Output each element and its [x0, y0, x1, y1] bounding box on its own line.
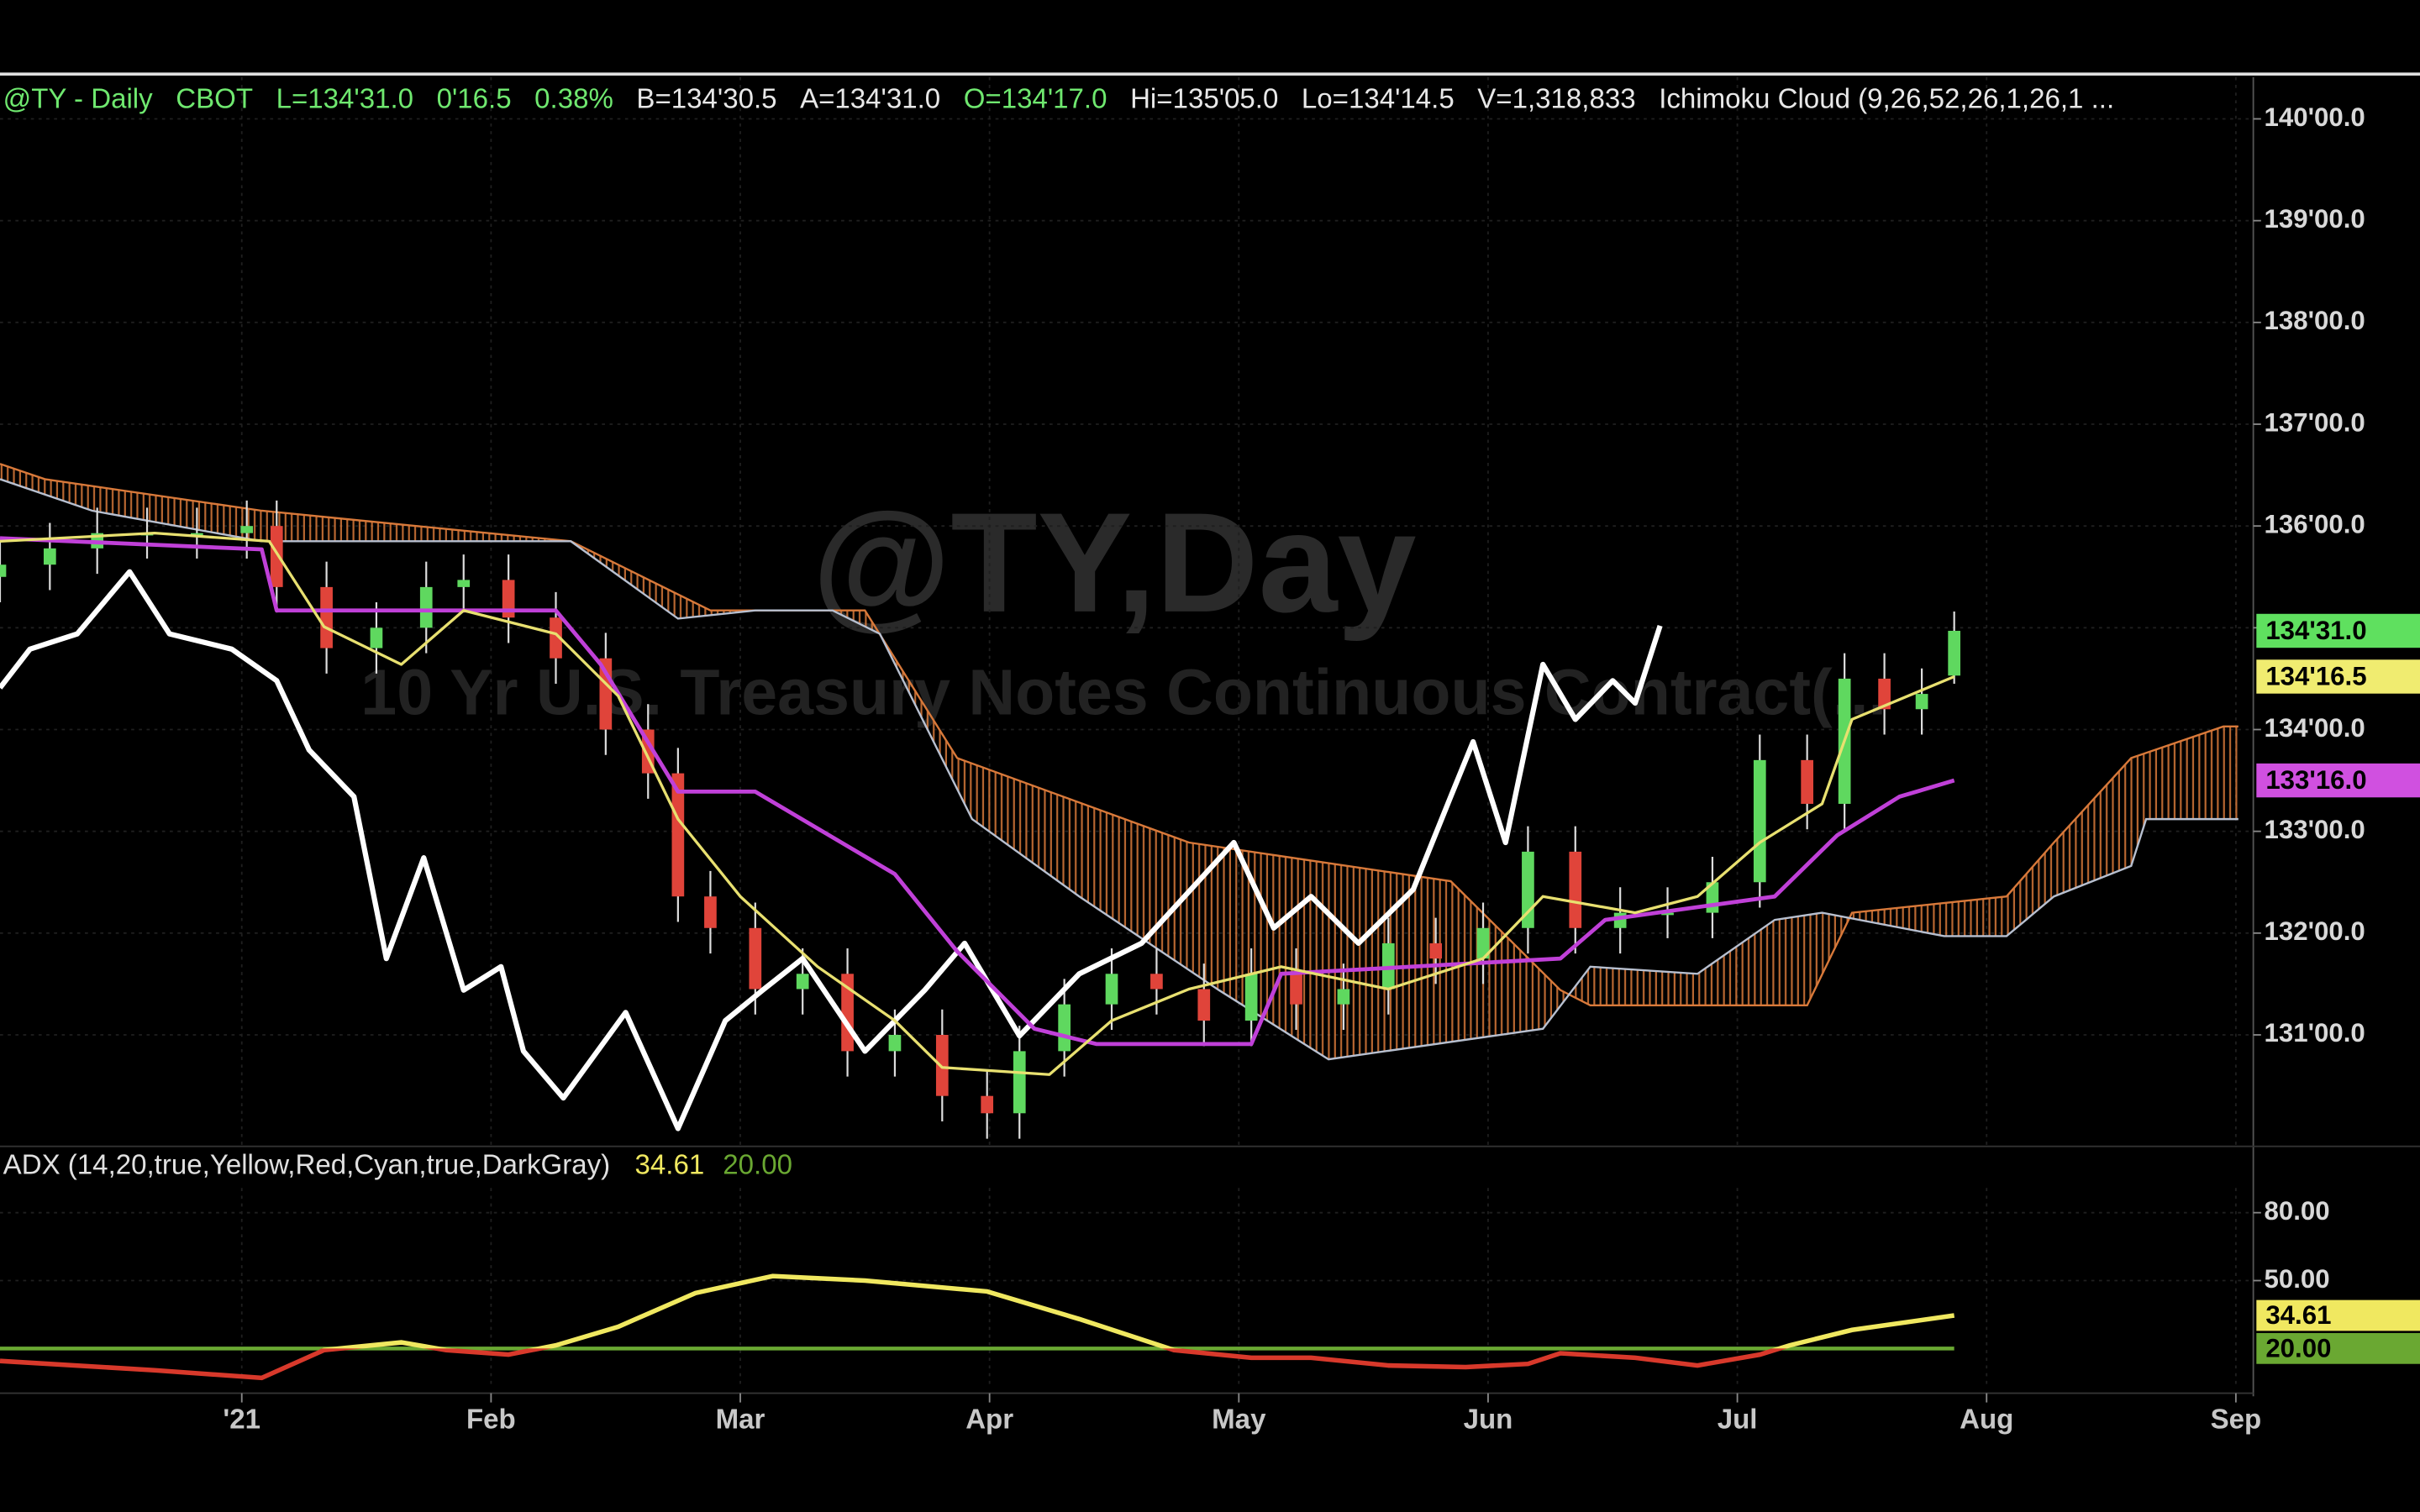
cloud-span [0, 478, 2238, 1061]
candle-body [749, 927, 762, 990]
candle-body [1429, 942, 1442, 959]
header-field: Lo=134'14.5 [1302, 83, 1455, 114]
header-field: B=134'30.5 [636, 83, 776, 114]
y-tick-label: 131'00.0 [2264, 1018, 2365, 1047]
candle-body [419, 586, 433, 628]
header: @TY - Daily CBOT L=134'31.0 0'16.5 0.38% B=13… [3, 83, 2114, 114]
adx-threshold-readout: 20.00 [723, 1149, 792, 1180]
adx-line [0, 1348, 1788, 1381]
x-tick-label: May [1212, 1404, 1266, 1435]
adx-title: ADX (14,20,true,Yellow,Red,Cyan,true,Dar… [3, 1149, 610, 1180]
candle-body [1948, 630, 1961, 676]
value-tag-label: 34.61 [2265, 1300, 2331, 1330]
x-tick-label: Jun [1464, 1404, 1513, 1435]
header-field: 0'16.5 [437, 83, 512, 114]
header-field: 0.38% [534, 83, 613, 114]
adx-header: ADX (14,20,true,Yellow,Red,Cyan,true,Dar… [3, 1149, 792, 1180]
price-tag-label: 134'31.0 [2265, 616, 2366, 645]
candle-body [704, 896, 717, 928]
y-tick-label: 136'00.0 [2264, 509, 2365, 538]
candle-body [1915, 694, 1928, 710]
x-tick-label: Sep [2211, 1404, 2262, 1435]
candle-body [1105, 974, 1118, 1005]
header-field: O=134'17.0 [964, 83, 1107, 114]
indicator-line [0, 531, 1955, 1076]
header-field: A=134'31.0 [800, 83, 940, 114]
x-tick-label: '21 [223, 1404, 260, 1435]
candle-body [190, 533, 203, 536]
candle-body [370, 627, 383, 648]
x-tick-label: Feb [466, 1404, 516, 1435]
candle-body [1801, 759, 1813, 804]
y-tick-label: 132'00.0 [2264, 916, 2365, 946]
candle-body [1150, 974, 1163, 990]
cloud-fill [0, 464, 2238, 1060]
candle-body [1058, 1004, 1071, 1052]
y-tick-label: 134'00.0 [2264, 713, 2365, 743]
candle-body [0, 564, 7, 577]
y-tick-label: 140'00.0 [2264, 102, 2365, 132]
watermark-symbol: @TY,Day [813, 483, 1417, 642]
adx-line [322, 1273, 1955, 1349]
candle-body [1753, 759, 1766, 883]
price-tag-label: 133'16.0 [2265, 765, 2366, 795]
candle-body [888, 1034, 902, 1052]
price-tag [2256, 659, 2420, 694]
candle-body [43, 548, 56, 565]
candle-body [1661, 912, 1674, 916]
indicator-line [0, 569, 1663, 1131]
price-tag-label: 134'16.5 [2265, 662, 2366, 691]
candle-body [1244, 974, 1258, 1021]
y-tick-label: 80.00 [2264, 1196, 2329, 1226]
candle-body [981, 1095, 994, 1114]
candle-body [320, 586, 333, 648]
x-tick-label: Mar [716, 1404, 765, 1435]
value-tag [2256, 1299, 2420, 1331]
x-tick-label: Apr [965, 1404, 1013, 1435]
header-field: CBOT [176, 83, 253, 114]
header-field: L=134'31.0 [276, 83, 413, 114]
y-tick-label: 138'00.0 [2264, 306, 2365, 335]
candle-body [671, 773, 685, 897]
candle-body [240, 526, 254, 533]
candle-body [502, 580, 515, 618]
y-tick-label: 133'00.0 [2264, 815, 2365, 844]
threshold-tag [2256, 1332, 2420, 1364]
threshold-tag-label: 20.00 [2265, 1333, 2331, 1362]
candle-body [1878, 678, 1891, 710]
x-tick-label: Jul [1718, 1404, 1758, 1435]
candle-body [270, 526, 283, 587]
plot-layer: '21 Feb Mar Apr May Jun Jul Aug Sep 131'00.0 132'0… [0, 76, 2420, 1435]
candle-body [1337, 989, 1350, 1005]
candle-body [1476, 927, 1490, 959]
candle-body [1569, 851, 1582, 928]
header-field: Ichimoku Cloud (9,26,52,26,1,26,1 ... [1659, 83, 2114, 114]
candle-body [1290, 974, 1302, 1005]
candle-body [457, 580, 471, 587]
candle-body [796, 974, 809, 990]
candle-body [550, 617, 562, 659]
y-tick-label: 50.00 [2264, 1264, 2329, 1294]
header-field: @TY - Daily [3, 83, 153, 114]
header-field: Hi=135'05.0 [1130, 83, 1278, 114]
candle-body [1013, 1051, 1026, 1114]
candle-body [1197, 989, 1211, 1021]
indicator-line [0, 536, 1955, 1047]
price-tag [2256, 613, 2420, 648]
candle-body [935, 1034, 949, 1096]
y-tick-label: 139'00.0 [2264, 204, 2365, 234]
price-tag [2256, 763, 2420, 798]
y-tick-label: 137'00.0 [2264, 407, 2365, 437]
x-tick-label: Aug [1960, 1404, 2013, 1435]
header-field: V=1,318,833 [1477, 83, 1635, 114]
adx-readout: 34.61 [635, 1149, 705, 1180]
